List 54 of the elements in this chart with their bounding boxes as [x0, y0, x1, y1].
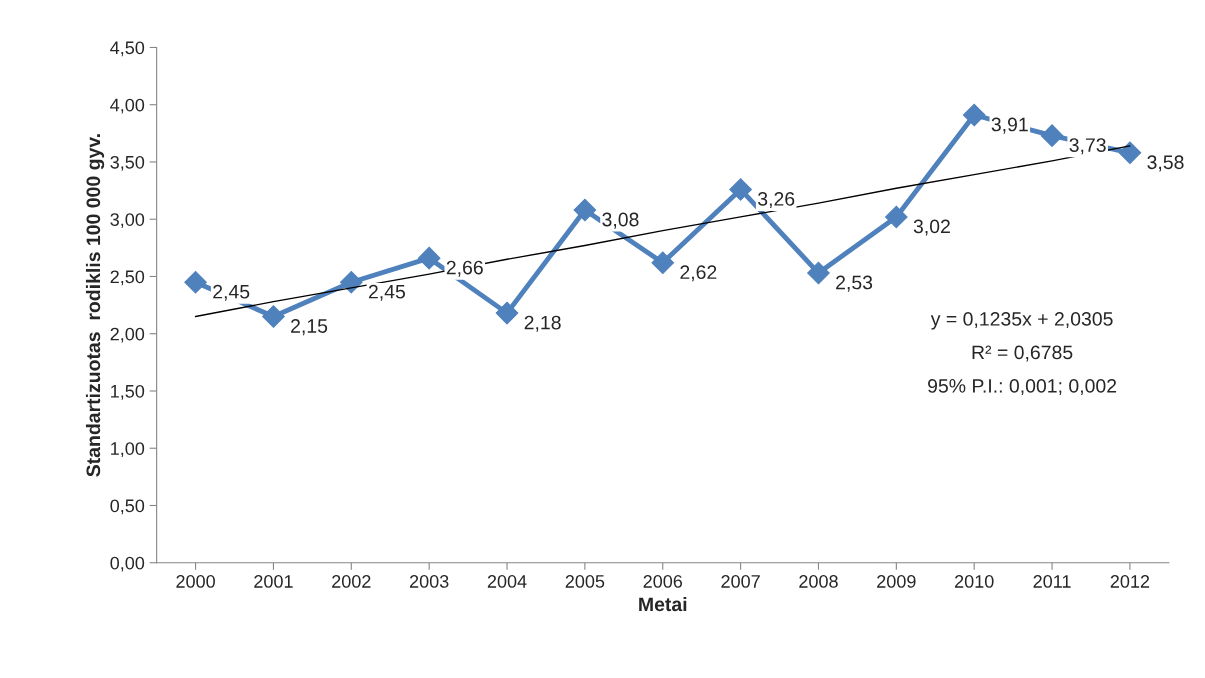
annotation: 95% P.I.: 0,001; 0,002	[928, 379, 1117, 396]
y-tick-label: 0,50	[110, 499, 145, 515]
point	[339, 270, 363, 294]
x-tick-label: 2004	[487, 575, 527, 588]
point	[1040, 124, 1064, 147]
point	[262, 305, 285, 328]
y-tick-label: 0,00	[110, 556, 145, 572]
point	[1118, 141, 1142, 165]
x-tick-label: 2005	[565, 575, 605, 588]
x-tick-label: 2011	[1033, 575, 1071, 588]
point	[495, 301, 519, 325]
annotation: R² = 0,6785	[972, 345, 1073, 362]
y-tick-label: 3,00	[110, 213, 145, 229]
x-axis-title: Metai	[639, 596, 687, 612]
data-label: 2,45	[368, 284, 405, 301]
y-axis-title: Standartizuotas rodiklis 100 000 gyv.	[85, 134, 105, 477]
annotation: y = 0,1235x + 2,0305	[930, 312, 1113, 330]
point	[573, 198, 597, 222]
data-label: 3,91	[991, 117, 1028, 134]
data-label: 3,08	[602, 212, 639, 229]
x-tick-label: 2002	[332, 575, 371, 588]
x-tick-label: 2000	[176, 575, 215, 588]
x-tick-label: 2009	[877, 575, 916, 588]
data-label: 2,53	[836, 275, 873, 292]
data-label: 3,02	[913, 219, 950, 236]
point	[885, 205, 908, 229]
x-tick-label: 2012	[1110, 575, 1150, 588]
data-label: 2,62	[680, 265, 717, 282]
point	[729, 178, 752, 201]
y-tick-label: 1,00	[111, 442, 145, 458]
y-tick-label: 4,00	[110, 98, 145, 114]
y-tick-label: 1,50	[111, 384, 145, 400]
data-label: 2,18	[524, 315, 561, 332]
point	[807, 261, 830, 285]
y-tick-label: 2,00	[110, 327, 145, 343]
point	[962, 103, 986, 127]
data-label: 3,58	[1147, 155, 1184, 172]
data-label: 3,26	[758, 192, 795, 209]
y-tick-label: 3,50	[110, 155, 145, 171]
data-label: 3,73	[1069, 138, 1106, 155]
data-label: 2,15	[291, 319, 328, 336]
x-tick-label: 2010	[955, 575, 994, 588]
y-tick-label: 2,50	[110, 270, 145, 286]
point	[184, 270, 207, 294]
data-label: 2,45	[213, 284, 250, 301]
x-tick-label: 2006	[643, 575, 683, 588]
y-tick-label: 4,50	[110, 41, 145, 57]
x-tick-label: 2007	[721, 575, 760, 588]
point	[417, 246, 441, 270]
point	[651, 251, 675, 275]
x-tick-label: 2003	[409, 575, 449, 588]
x-tick-label: 2008	[799, 575, 838, 588]
data-label: 2,66	[446, 260, 483, 277]
x-tick-label: 2001	[254, 575, 293, 588]
